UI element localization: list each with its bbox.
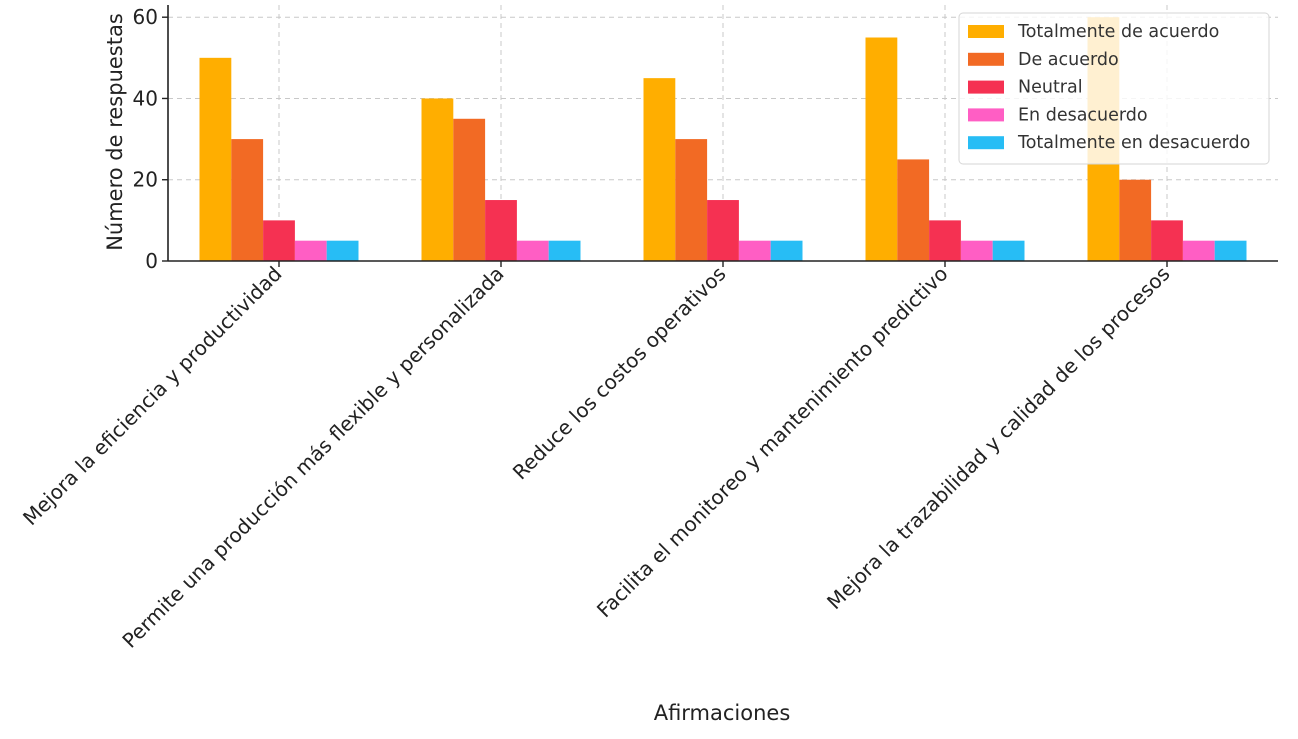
legend-swatch (968, 25, 1004, 38)
y-axis-title: Número de respuestas (103, 13, 127, 251)
legend-swatch (968, 108, 1004, 122)
bar-4-5 (1182, 240, 1215, 261)
y-tick-labels: 0 20 40 60 (133, 5, 158, 273)
bar-2-5 (1119, 179, 1152, 261)
bar-5-4 (992, 240, 1025, 261)
legend-label: Totalmente en desacuerdo (1017, 133, 1250, 153)
legend-label: En desacuerdo (1018, 105, 1148, 125)
legend-box (958, 12, 1270, 165)
bar-2-2 (453, 118, 486, 262)
bar-2-4 (897, 159, 930, 261)
bar-1-2 (421, 98, 454, 261)
y-tick-label: 20 (133, 168, 158, 192)
bar-3-2 (485, 200, 517, 261)
bar-1-4 (865, 37, 898, 262)
legend-label: Neutral (1018, 78, 1083, 98)
bar-2-3 (675, 139, 708, 261)
bar-4-3 (738, 240, 771, 261)
bar-5-2 (548, 240, 581, 261)
bar-1-3 (643, 78, 676, 262)
legend-label: De acuerdo (1018, 50, 1119, 70)
bar-2-1 (231, 139, 264, 261)
bar-4-2 (516, 240, 549, 261)
legend-swatch (968, 80, 1004, 94)
y-tick-label: 0 (145, 249, 158, 273)
x-tick-label: Facilita el monitoreo y mantenimiento pr… (592, 262, 953, 623)
x-tick-label: Mejora la trazabilidad y calidad de los … (822, 262, 1174, 614)
bar-3-1 (263, 220, 295, 261)
bar-5-1 (326, 240, 359, 261)
x-tick-label: Reduce los costos operativos (508, 262, 731, 485)
y-tick-label: 60 (133, 5, 158, 29)
bar-3-5 (1151, 220, 1183, 261)
bar-3-3 (707, 200, 739, 261)
x-axis-title: Afirmaciones (654, 701, 791, 725)
bar-5-3 (770, 240, 803, 261)
y-tick-label: 40 (133, 86, 158, 110)
x-tick-labels: Mejora la eficiencia y productividadPerm… (18, 262, 1174, 653)
bar-1-1 (199, 57, 232, 262)
legend: Totalmente de acuerdo De acuerdo Neutral En… (958, 12, 1270, 165)
legend-swatch (968, 136, 1004, 150)
bar-4-1 (294, 240, 327, 261)
legend-label: Totalmente de acuerdo (1017, 22, 1219, 42)
legend-swatch (968, 52, 1004, 66)
bars (199, 17, 1247, 262)
bar-5-5 (1214, 240, 1247, 261)
axes (162, 5, 1278, 267)
bar-3-4 (929, 220, 961, 261)
x-tick-label: Mejora la eficiencia y productividad (18, 262, 286, 530)
x-tick-label: Permite una producción más flexible y pe… (117, 262, 508, 653)
bar-4-4 (960, 240, 993, 261)
